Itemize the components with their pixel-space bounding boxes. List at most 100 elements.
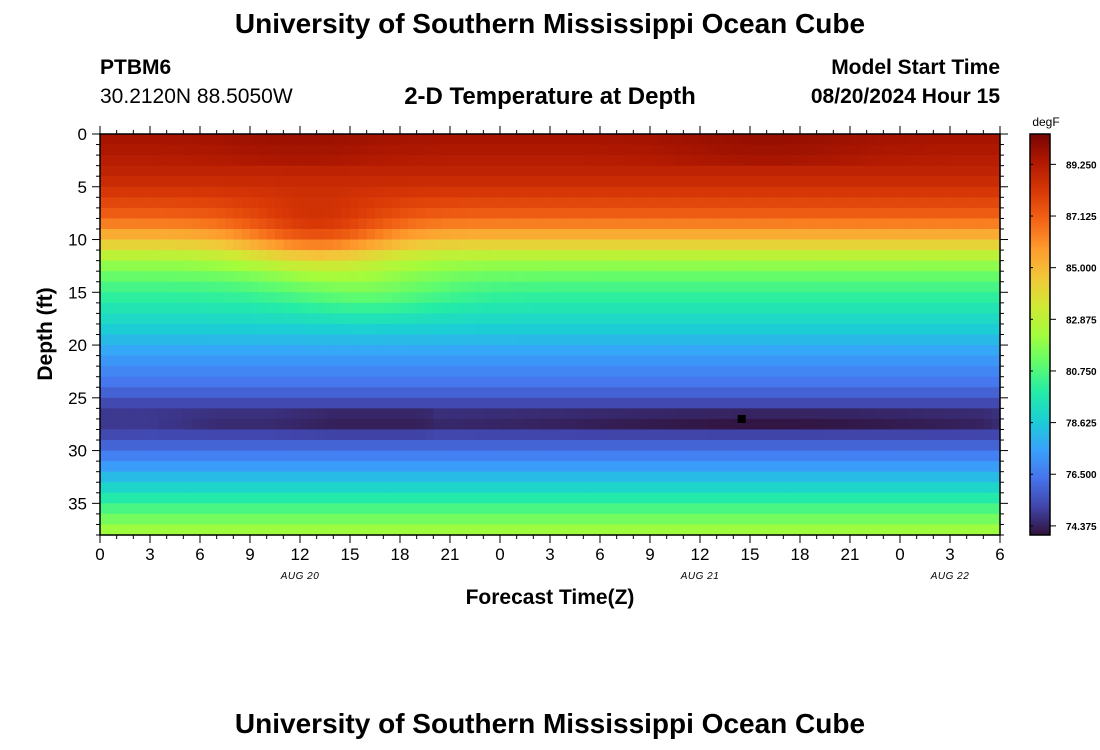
heatmap-cell — [241, 440, 251, 452]
heatmap-cell — [558, 345, 568, 357]
heatmap-cell — [558, 250, 568, 262]
heatmap-cell — [383, 408, 393, 420]
heatmap-cell — [125, 271, 134, 283]
heatmap-cell — [983, 239, 993, 251]
heatmap-cell — [133, 271, 143, 283]
heatmap-cell — [641, 345, 651, 357]
heatmap-cell — [575, 418, 584, 431]
heatmap-cell — [425, 503, 434, 515]
heatmap-cell — [400, 271, 409, 283]
heatmap-cell — [325, 186, 334, 198]
heatmap-cell — [241, 134, 251, 146]
heatmap-cell — [308, 450, 318, 462]
heatmap-cell — [750, 165, 759, 177]
heatmap-cell — [825, 281, 834, 293]
heatmap-cell — [191, 218, 201, 230]
heatmap-cell — [316, 186, 326, 198]
heatmap-cell — [125, 228, 134, 241]
heatmap-cell — [733, 366, 743, 378]
heatmap-cell — [341, 207, 351, 220]
heatmap-cell — [608, 524, 618, 536]
heatmap-cell — [625, 197, 634, 209]
heatmap-cell — [866, 482, 876, 494]
heatmap-cell — [416, 176, 426, 188]
heatmap-cell — [525, 513, 534, 526]
heatmap-cell — [266, 313, 276, 325]
heatmap-cell — [400, 239, 409, 251]
heatmap-cell — [316, 345, 326, 357]
heatmap-cell — [566, 218, 576, 230]
heatmap-cell — [541, 492, 551, 504]
heatmap-cell — [200, 134, 209, 146]
heatmap-cell — [541, 228, 551, 241]
heatmap-cell — [791, 482, 801, 494]
heatmap-cell — [341, 228, 351, 241]
heatmap-cell — [466, 482, 476, 494]
heatmap-cell — [866, 355, 876, 367]
heatmap-cell — [825, 323, 834, 336]
heatmap-cell — [175, 397, 184, 409]
heatmap-cell — [158, 334, 168, 346]
heatmap-cell — [366, 260, 376, 272]
heatmap-cell — [125, 397, 134, 409]
heatmap-cell — [641, 292, 651, 304]
heatmap-cell — [166, 503, 176, 515]
heatmap-cell — [566, 345, 576, 357]
heatmap-cell — [933, 408, 943, 420]
heatmap-cell — [716, 418, 726, 431]
heatmap-cell — [200, 503, 209, 515]
heatmap-cell — [450, 513, 459, 526]
heatmap-cell — [283, 313, 293, 325]
heatmap-cell — [241, 239, 251, 251]
heatmap-cell — [400, 492, 409, 504]
heatmap-cell — [883, 366, 893, 378]
heatmap-cell — [675, 323, 684, 336]
heatmap-cell — [658, 186, 668, 198]
heatmap-cell — [450, 387, 459, 399]
heatmap-cell — [625, 345, 634, 357]
heatmap-cell — [383, 281, 393, 293]
heatmap-cell — [891, 429, 901, 441]
heatmap-cell — [608, 302, 618, 314]
heatmap-cell — [375, 250, 384, 262]
heatmap-cell — [458, 440, 468, 452]
heatmap-cell — [108, 440, 118, 452]
heatmap-cell — [858, 197, 868, 209]
heatmap-cell — [708, 461, 718, 473]
heatmap-cell — [833, 239, 843, 251]
heatmap-cell — [308, 250, 318, 262]
heatmap-cell — [133, 239, 143, 251]
heatmap-cell — [625, 376, 634, 388]
heatmap-cell — [666, 440, 676, 452]
heatmap-cell — [275, 218, 284, 230]
heatmap-cell — [216, 471, 226, 483]
heatmap-cell — [350, 271, 359, 283]
heatmap-cell — [725, 429, 734, 441]
heatmap-cell — [875, 471, 884, 483]
heatmap-cell — [208, 271, 218, 283]
heatmap-cell — [816, 418, 826, 431]
heatmap-cell — [683, 376, 693, 388]
heatmap-cell — [516, 503, 526, 515]
heatmap-cell — [891, 482, 901, 494]
heatmap-cell — [900, 440, 909, 452]
heatmap-cell — [200, 482, 209, 494]
heatmap-cell — [133, 503, 143, 515]
heatmap-cell — [950, 239, 959, 251]
heatmap-cell — [866, 323, 876, 336]
heatmap-cell — [658, 323, 668, 336]
heatmap-cell — [500, 134, 509, 146]
heatmap-cell — [400, 165, 409, 177]
heatmap-cell — [150, 302, 159, 314]
heatmap-cell — [350, 345, 359, 357]
heatmap-cell — [483, 281, 493, 293]
heatmap-cell — [716, 228, 726, 241]
heatmap-cell — [650, 376, 659, 388]
heatmap-cell — [933, 134, 943, 146]
heatmap-cell — [666, 397, 676, 409]
heatmap-cell — [491, 503, 501, 515]
heatmap-cell — [941, 271, 951, 283]
heatmap-cell — [775, 155, 784, 167]
heatmap-cell — [258, 397, 268, 409]
heatmap-cell — [175, 271, 184, 283]
